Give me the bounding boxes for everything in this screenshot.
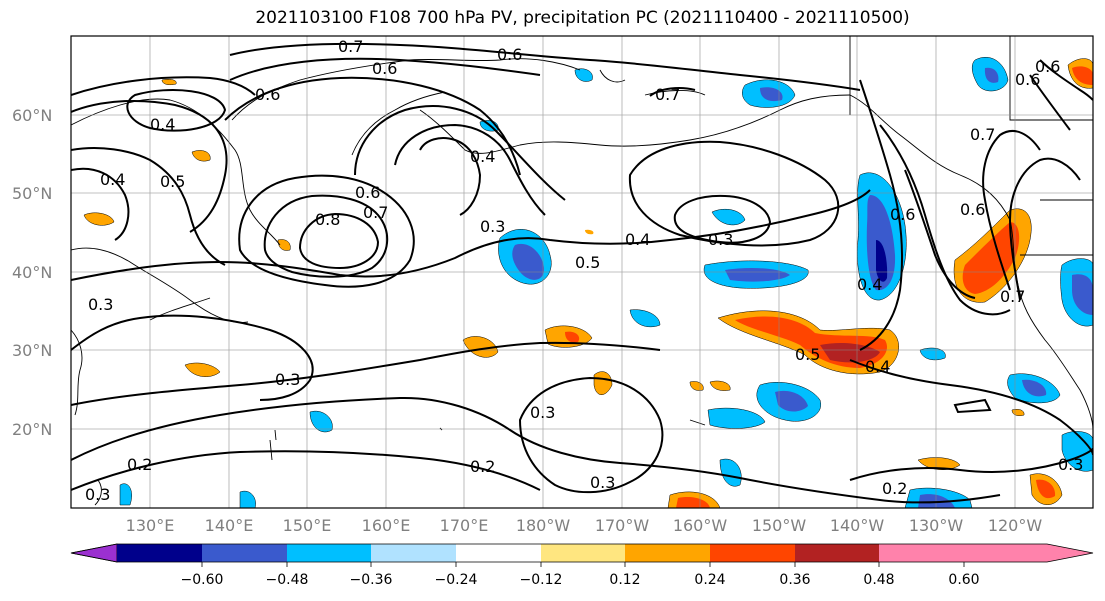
colorbar-swatch: [202, 544, 287, 562]
contour-label: 0.5: [795, 345, 820, 364]
colorbar-swatch: [371, 544, 456, 562]
contour-label: 0.4: [865, 357, 890, 376]
contour-label: 0.6: [497, 45, 522, 64]
colorbar-extend-high: [964, 544, 1093, 562]
contour-label: 0.3: [88, 295, 113, 314]
contour-label: 0.2: [470, 457, 495, 476]
contour-label: 0.3: [85, 485, 110, 504]
contour-label: 0.5: [160, 172, 185, 191]
lon-label: 160°W: [673, 516, 728, 535]
contour-label: 0.7: [338, 37, 363, 56]
contour-label: 0.8: [315, 210, 340, 229]
colorbar-swatch: [541, 544, 625, 562]
gridlines: [71, 36, 1093, 508]
lon-label: 130°W: [909, 516, 964, 535]
contour-label: 0.4: [100, 170, 125, 189]
colorbar-tick-label: 0.60: [948, 572, 979, 588]
lon-label: 170°E: [440, 516, 489, 535]
contour-label: 0.6: [255, 85, 280, 104]
contour-label: 0.3: [1058, 455, 1083, 474]
contour-label: 0.6: [960, 200, 985, 219]
contour-label: 0.6: [1035, 57, 1060, 76]
colorbar-swatch: [456, 544, 541, 562]
lat-label-30n: 30°N: [12, 341, 52, 360]
contour-label: 0.7: [363, 203, 388, 222]
lon-label: 150°E: [283, 516, 332, 535]
contour-label: 0.4: [625, 230, 650, 249]
contour-label: 0.3: [275, 370, 300, 389]
contour-label: 0.6: [372, 59, 397, 78]
lat-label-60n: 60°N: [12, 106, 52, 125]
lon-label: 120°W: [988, 516, 1043, 535]
lon-label: 150°W: [752, 516, 807, 535]
lat-label-40n: 40°N: [12, 263, 52, 282]
contour-label: 0.6: [1015, 70, 1040, 89]
colorbar-tick-label: −0.60: [181, 572, 224, 588]
contour-label: 0.2: [882, 479, 907, 498]
latitude-labels: 60°N 50°N 40°N 30°N 20°N: [12, 106, 52, 439]
contour-label: 0.7: [1000, 287, 1025, 306]
colorbar-swatch: [710, 544, 795, 562]
pv-contours: [71, 42, 1093, 504]
contour-label: 0.4: [470, 147, 495, 166]
colorbar-tick-label: 0.12: [609, 572, 640, 588]
contour-label: 0.4: [857, 275, 882, 294]
lon-label: 140°W: [830, 516, 885, 535]
contour-label: 0.5: [575, 253, 600, 272]
colorbar-tick-label: −0.48: [266, 572, 309, 588]
precip-negative-shading: [119, 56, 1093, 508]
contour-label: 0.2: [127, 455, 152, 474]
colorbar-tick-label: 0.36: [779, 572, 810, 588]
colorbar-tick-label: 0.24: [694, 572, 725, 588]
longitude-labels: 130°E 140°E 150°E 160°E 170°E 180°W 170°…: [126, 516, 1043, 535]
colorbar-tick-label: −0.12: [520, 572, 563, 588]
map-frame: [70, 35, 1094, 509]
contour-labels: 0.7 0.6 0.6 0.4 0.6 0.4 0.5 0.3 0.8 0.7 …: [85, 37, 1083, 504]
contour-label: 0.4: [150, 115, 175, 134]
colorbar-tick-label: −0.36: [350, 572, 393, 588]
lon-label: 130°E: [126, 516, 175, 535]
colorbar-swatch: [795, 544, 879, 562]
lat-label-50n: 50°N: [12, 184, 52, 203]
colorbar-swatch: [879, 544, 964, 562]
contour-label: 0.7: [655, 85, 680, 104]
contour-label: 0.3: [530, 403, 555, 422]
contour-label: 0.3: [708, 230, 733, 249]
colorbar-swatch: [625, 544, 710, 562]
contour-label: 0.3: [480, 217, 505, 236]
lat-label-20n: 20°N: [12, 420, 52, 439]
lon-label: 180°W: [516, 516, 571, 535]
colorbar-extend-low: [70, 543, 118, 563]
lon-label: 160°E: [362, 516, 411, 535]
contour-label: 0.3: [590, 473, 615, 492]
colorbar-tick-label: 0.48: [863, 572, 894, 588]
colorbar-tick-label: −0.24: [435, 572, 478, 588]
contour-label: 0.6: [355, 183, 380, 202]
colorbar-swatch: [117, 544, 202, 562]
colorbar-swatch: [287, 544, 371, 562]
lon-label: 170°W: [595, 516, 650, 535]
contour-label: 0.6: [890, 205, 915, 224]
colorbar: −0.60 −0.48 −0.36 −0.24 −0.12 0.12 0.24 …: [70, 543, 1094, 588]
map-plot-area: 0.7 0.6 0.6 0.4 0.6 0.4 0.5 0.3 0.8 0.7 …: [71, 36, 1093, 508]
lon-label: 140°E: [205, 516, 254, 535]
contour-label: 0.7: [970, 125, 995, 144]
map-title: 2021103100 F108 700 hPa PV, precipitatio…: [255, 8, 910, 28]
